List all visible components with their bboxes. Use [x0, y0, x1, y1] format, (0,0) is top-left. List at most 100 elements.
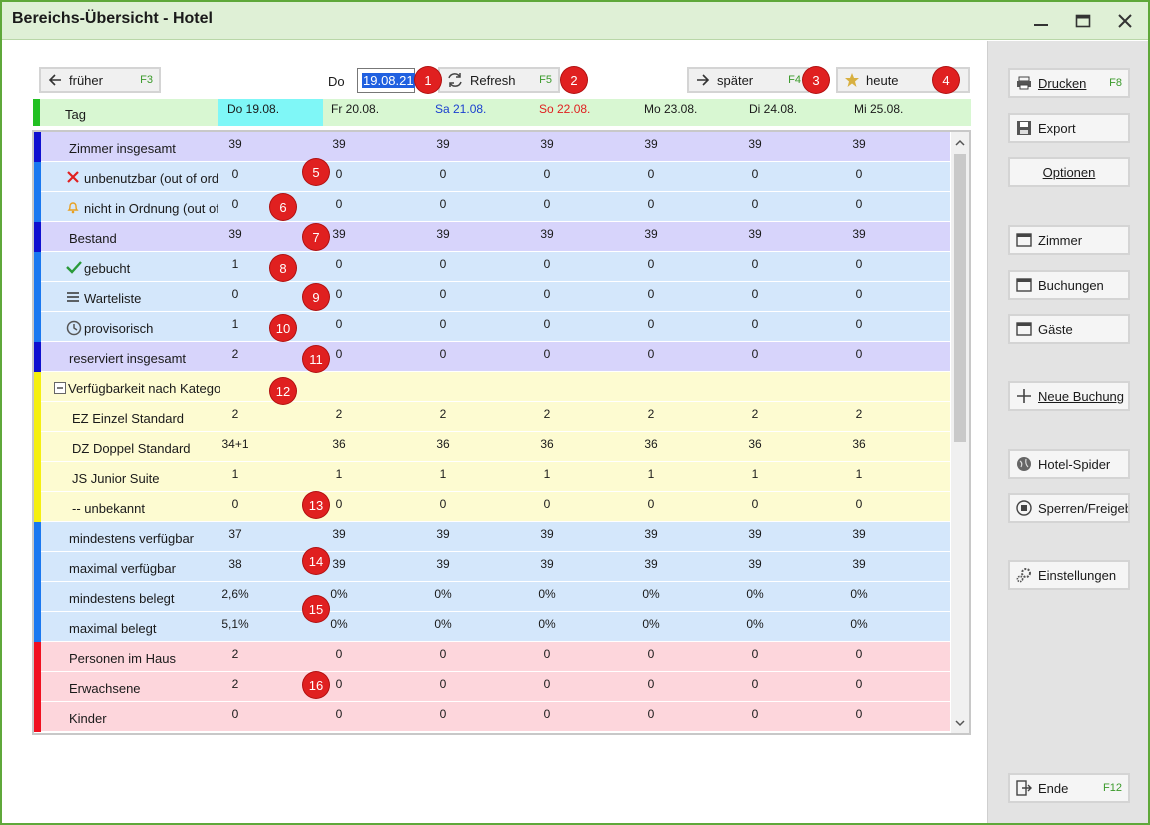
table-cell: 39 [644, 137, 658, 151]
row-color-marker [34, 162, 41, 192]
settings-button[interactable]: Einstellungen [1008, 560, 1130, 590]
table-cell: 2 [231, 647, 239, 661]
maximize-button[interactable] [1068, 8, 1098, 34]
table-cell: 0% [434, 617, 452, 631]
table-cell: 0 [543, 647, 551, 661]
row-label: DZ Doppel Standard [72, 441, 191, 456]
bookings-button[interactable]: Buchungen [1008, 270, 1130, 300]
table-cell: 0 [439, 707, 447, 721]
table-cell: 1 [231, 317, 239, 331]
row-color-marker [34, 492, 41, 522]
collapse-icon[interactable] [54, 382, 66, 397]
gears-icon [1016, 567, 1032, 583]
row-label: Kinder [69, 711, 107, 726]
row-label: Zimmer insgesamt [69, 141, 176, 156]
lock-release-label: Sperren/Freigeben [1038, 500, 1128, 516]
table-cell: 0 [647, 707, 655, 721]
table-row[interactable]: Verfügbarkeit nach Kategorie [34, 372, 950, 402]
table-row[interactable]: -- unbekannt 0 0 0 0 0 0 0 [34, 492, 950, 522]
later-button[interactable]: später F4 [687, 67, 809, 93]
table-cell: 0 [335, 647, 343, 661]
vertical-scrollbar[interactable] [951, 132, 969, 733]
callout-badge: 11 [303, 346, 329, 372]
scroll-up-icon [955, 139, 965, 146]
table-cell: 1 [543, 467, 551, 481]
table-cell: 1 [647, 467, 655, 481]
table-cell: 0 [543, 167, 551, 181]
print-button[interactable]: Drucken F8 [1008, 68, 1130, 98]
table-row[interactable]: nicht in Ordnung (out of service) 0 0 0 0 0 0 0 [34, 192, 950, 222]
refresh-button[interactable]: Refresh F5 [438, 67, 560, 93]
table-row[interactable]: Bestand 39 39 39 39 39 39 39 [34, 222, 950, 252]
minimize-button[interactable] [1026, 8, 1056, 34]
row-label: Verfügbarkeit nach Kategorie [68, 381, 220, 396]
table-row[interactable]: maximal belegt 5,1% 0% 0% 0% 0% 0% 0% [34, 612, 950, 642]
print-shortcut: F8 [1109, 77, 1122, 89]
table-row[interactable]: Kinder 0 0 0 0 0 0 0 [34, 702, 950, 732]
table-row[interactable]: JS Junior Suite 1 1 1 1 1 1 1 [34, 462, 950, 492]
row-color-marker [34, 282, 41, 312]
table-cell: 36 [852, 437, 866, 451]
row-label: nicht in Ordnung (out of service) [84, 201, 218, 216]
table-cell: 0 [439, 347, 447, 361]
table-row[interactable]: reserviert insgesamt 2 0 0 0 0 0 0 [34, 342, 950, 372]
table-row[interactable]: provisorisch 1 0 0 0 0 0 0 [34, 312, 950, 342]
table-cell: 0 [855, 197, 863, 211]
table-row[interactable]: mindestens belegt 2,6% 0% 0% 0% 0% 0% 0% [34, 582, 950, 612]
table-cell: 0 [855, 257, 863, 271]
row-label: Bestand [69, 231, 117, 246]
table-cell: 2 [231, 347, 239, 361]
table-row[interactable]: mindestens verfügbar 37 39 39 39 39 39 39 [34, 522, 950, 552]
table-cell: 0 [335, 347, 343, 361]
callout-badge: 15 [303, 596, 329, 622]
refresh-shortcut: F5 [539, 74, 552, 86]
new-booking-button[interactable]: Neue Buchung [1008, 381, 1130, 411]
table-cell: 0 [335, 257, 343, 271]
table-cell: 2,6% [221, 587, 249, 601]
table-cell: 0 [647, 347, 655, 361]
guests-button[interactable]: Gäste [1008, 314, 1130, 344]
table-row[interactable]: EZ Einzel Standard 2 2 2 2 2 2 2 [34, 402, 950, 432]
table-row[interactable]: unbenutzbar (out of order) 0 0 0 0 0 0 0 [34, 162, 950, 192]
export-button[interactable]: Export [1008, 113, 1130, 143]
table-cell: 0 [439, 317, 447, 331]
table-cell: 39 [748, 227, 762, 241]
date-input[interactable]: 19.08.21 [357, 68, 415, 93]
end-button[interactable]: Ende F12 [1008, 773, 1130, 803]
scrollbar-thumb[interactable] [954, 154, 966, 442]
row-label: Erwachsene [69, 681, 141, 696]
table-row[interactable]: Zimmer insgesamt 39 39 39 39 39 39 39 [34, 132, 950, 162]
table-cell: 39 [852, 227, 866, 241]
table-cell: 1 [751, 467, 759, 481]
table-row[interactable]: gebucht 1 0 0 0 0 0 0 [34, 252, 950, 282]
table-cell: 0 [855, 287, 863, 301]
hotel-spider-button[interactable]: Hotel-Spider [1008, 449, 1130, 479]
callout-badge: 6 [270, 194, 296, 220]
rooms-button[interactable]: Zimmer [1008, 225, 1130, 255]
table-cell: 39 [540, 557, 554, 571]
table-row[interactable]: DZ Doppel Standard 34+1 36 36 36 36 36 36 [34, 432, 950, 462]
table-row[interactable]: Personen im Haus 2 0 0 0 0 0 0 [34, 642, 950, 672]
table-cell: 2 [543, 407, 551, 421]
table-cell: 39 [332, 557, 346, 571]
lock-release-button[interactable]: Sperren/Freigeben [1008, 493, 1130, 523]
callout-badge: 1 [415, 67, 441, 93]
table-cell: 0 [647, 167, 655, 181]
earlier-shortcut: F3 [140, 74, 153, 86]
row-label: JS Junior Suite [72, 471, 160, 486]
table-cell: 39 [436, 137, 450, 151]
table-cell: 36 [332, 437, 346, 451]
close-button[interactable] [1110, 8, 1140, 34]
table-row[interactable]: maximal verfügbar 38 39 39 39 39 39 39 [34, 552, 950, 582]
table-row[interactable]: Erwachsene 2 0 0 0 0 0 0 [34, 672, 950, 702]
table-cell: 0 [647, 677, 655, 691]
table-cell: 0 [647, 647, 655, 661]
table-cell: 1 [231, 467, 239, 481]
options-button[interactable]: Optionen [1008, 157, 1130, 187]
table-cell: 0% [434, 587, 452, 601]
callout-badge: 3 [803, 67, 829, 93]
table-cell: 0 [751, 167, 759, 181]
table-row[interactable]: Warteliste 0 0 0 0 0 0 0 [34, 282, 950, 312]
earlier-button[interactable]: früher F3 [39, 67, 161, 93]
earlier-label: früher [69, 72, 103, 88]
